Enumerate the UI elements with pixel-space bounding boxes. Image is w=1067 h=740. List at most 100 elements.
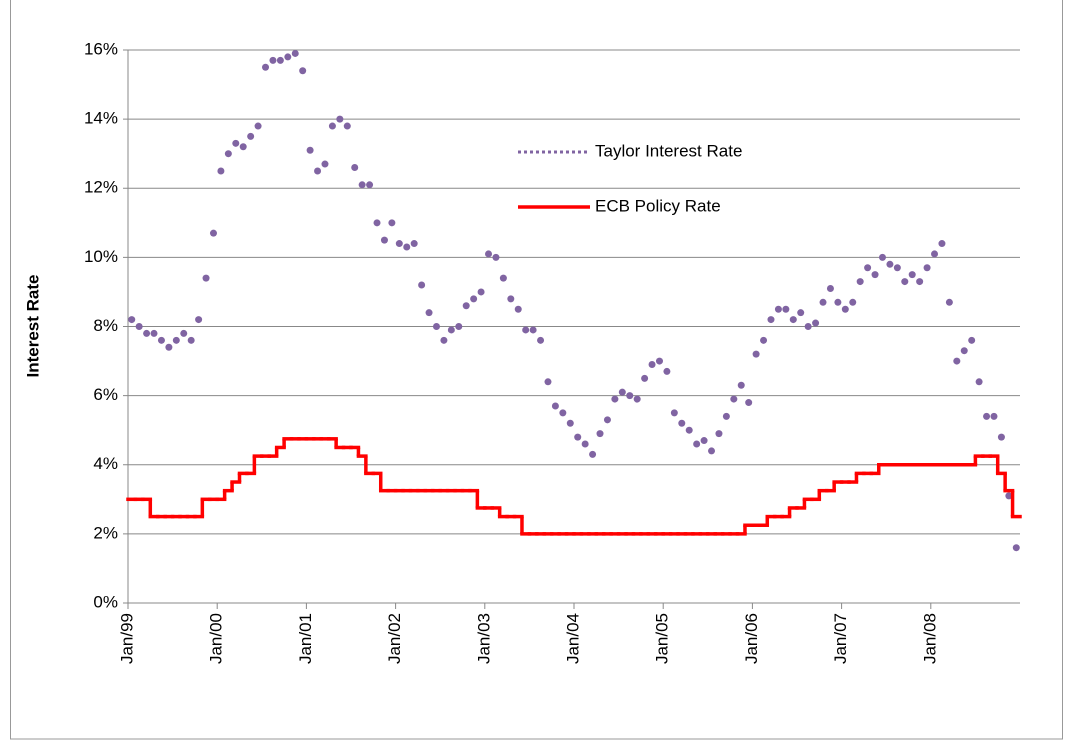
data-dot (388, 219, 396, 227)
data-dot (670, 409, 678, 417)
data-dot (834, 298, 842, 306)
data-dot (603, 416, 611, 424)
data-dot (314, 167, 322, 175)
data-dot (752, 350, 760, 358)
data-dot (262, 63, 270, 71)
data-dot (864, 264, 872, 272)
data-dot (143, 329, 151, 337)
data-dot (997, 433, 1005, 441)
data-dot (537, 336, 545, 344)
data-dot (276, 56, 284, 64)
data-dot (128, 316, 136, 324)
data-dot (529, 326, 537, 334)
data-dot (217, 167, 225, 175)
data-dot (797, 309, 805, 317)
data-dot (544, 378, 552, 386)
x-tick-label: Jan/05 (653, 613, 672, 664)
data-dot (923, 264, 931, 272)
data-dot (470, 295, 478, 303)
data-dot (700, 437, 708, 445)
y-tick-label: 10% (84, 247, 118, 266)
data-dot (239, 143, 247, 151)
data-dot (135, 323, 143, 330)
data-dot (945, 298, 953, 306)
data-dot (581, 440, 589, 448)
data-dot (663, 367, 671, 375)
data-dot (931, 250, 939, 258)
data-dot (737, 381, 745, 389)
x-tick-label: Jan/07 (831, 613, 850, 664)
data-dot (804, 323, 812, 330)
data-dot (499, 274, 507, 282)
data-dot (574, 433, 582, 441)
data-dot (514, 305, 522, 313)
data-dot (328, 122, 336, 130)
legend-label: Taylor Interest Rate (595, 141, 742, 160)
x-tick-label: Jan/04 (563, 613, 582, 664)
y-tick-label: 12% (84, 178, 118, 197)
y-tick-label: 0% (93, 592, 118, 611)
data-dot (291, 49, 299, 57)
y-tick-label: 16% (84, 39, 118, 58)
data-dot (462, 302, 470, 310)
data-dot (626, 392, 634, 400)
x-tick-label: Jan/08 (920, 613, 939, 664)
data-dot (819, 298, 827, 306)
data-dot (150, 329, 158, 337)
data-dot (492, 253, 500, 261)
data-dot (566, 419, 574, 427)
data-dot (901, 278, 909, 286)
data-dot (180, 329, 188, 337)
data-dot (908, 271, 916, 279)
data-dot (916, 278, 924, 286)
data-dot (648, 361, 656, 369)
data-dot (418, 281, 426, 289)
data-dot (878, 253, 886, 261)
data-dot (849, 298, 857, 306)
data-dot (507, 295, 515, 303)
data-dot (596, 430, 604, 438)
y-tick-label: 8% (93, 316, 118, 335)
data-dot (254, 122, 262, 130)
data-dot (938, 240, 946, 248)
data-dot (269, 56, 277, 64)
data-dot (589, 450, 597, 458)
data-dot (618, 388, 626, 396)
data-dot (224, 150, 232, 158)
data-dot (990, 412, 998, 420)
data-dot (232, 139, 240, 147)
data-dot (410, 240, 418, 248)
data-dot (826, 284, 834, 292)
data-dot (447, 326, 455, 334)
data-dot (209, 229, 217, 237)
y-tick-label: 14% (84, 109, 118, 128)
x-tick-label: Jan/06 (742, 613, 761, 664)
data-dot (693, 440, 701, 448)
data-dot (366, 181, 374, 189)
data-dot (655, 357, 663, 365)
y-tick-label: 4% (93, 454, 118, 473)
data-dot (440, 336, 448, 344)
data-dot (202, 274, 210, 282)
data-dot (641, 374, 649, 382)
data-dot (685, 426, 693, 434)
data-dot (559, 409, 567, 417)
data-dot (425, 309, 433, 317)
y-tick-label: 2% (93, 523, 118, 542)
data-dot (1005, 492, 1013, 500)
data-dot (403, 243, 411, 251)
data-dot (284, 53, 292, 61)
data-dot (953, 357, 961, 365)
data-dot (745, 399, 753, 407)
data-dot (782, 305, 790, 313)
data-dot (522, 326, 530, 334)
data-dot (1012, 544, 1020, 552)
data-dot (767, 316, 775, 324)
data-dot (455, 323, 463, 330)
data-dot (975, 378, 983, 386)
legend-label: ECB Policy Rate (595, 196, 721, 215)
data-dot (789, 316, 797, 324)
chart-frame (10, 0, 1063, 740)
data-dot (611, 395, 619, 403)
data-dot (380, 236, 388, 244)
